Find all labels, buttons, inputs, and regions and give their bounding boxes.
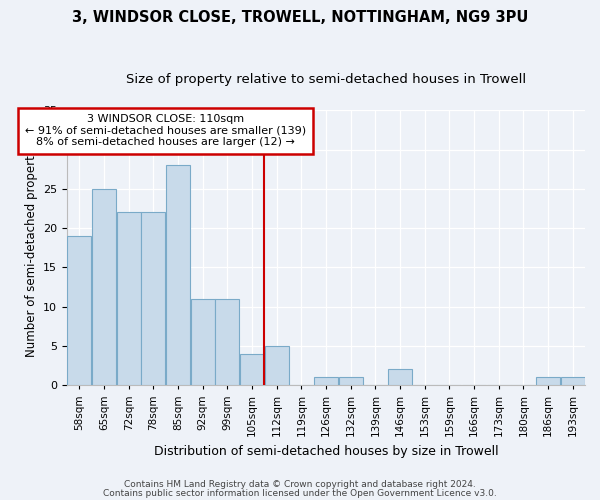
X-axis label: Distribution of semi-detached houses by size in Trowell: Distribution of semi-detached houses by … [154, 444, 499, 458]
Text: Contains HM Land Registry data © Crown copyright and database right 2024.: Contains HM Land Registry data © Crown c… [124, 480, 476, 489]
Bar [561, 377, 584, 385]
Text: 3, WINDSOR CLOSE, TROWELL, NOTTINGHAM, NG9 3PU: 3, WINDSOR CLOSE, TROWELL, NOTTINGHAM, N… [72, 10, 528, 25]
Bar [388, 370, 412, 385]
Bar [265, 346, 289, 385]
Bar [240, 354, 264, 385]
Bar [536, 377, 560, 385]
Bar [166, 165, 190, 385]
Bar [116, 212, 140, 385]
Bar [67, 236, 91, 385]
Y-axis label: Number of semi-detached properties: Number of semi-detached properties [25, 138, 38, 357]
Bar [92, 189, 116, 385]
Bar [191, 298, 215, 385]
Bar [142, 212, 165, 385]
Text: Contains public sector information licensed under the Open Government Licence v3: Contains public sector information licen… [103, 488, 497, 498]
Bar [215, 298, 239, 385]
Bar [338, 377, 362, 385]
Bar [314, 377, 338, 385]
Title: Size of property relative to semi-detached houses in Trowell: Size of property relative to semi-detach… [126, 72, 526, 86]
Text: 3 WINDSOR CLOSE: 110sqm
← 91% of semi-detached houses are smaller (139)
8% of se: 3 WINDSOR CLOSE: 110sqm ← 91% of semi-de… [25, 114, 306, 148]
